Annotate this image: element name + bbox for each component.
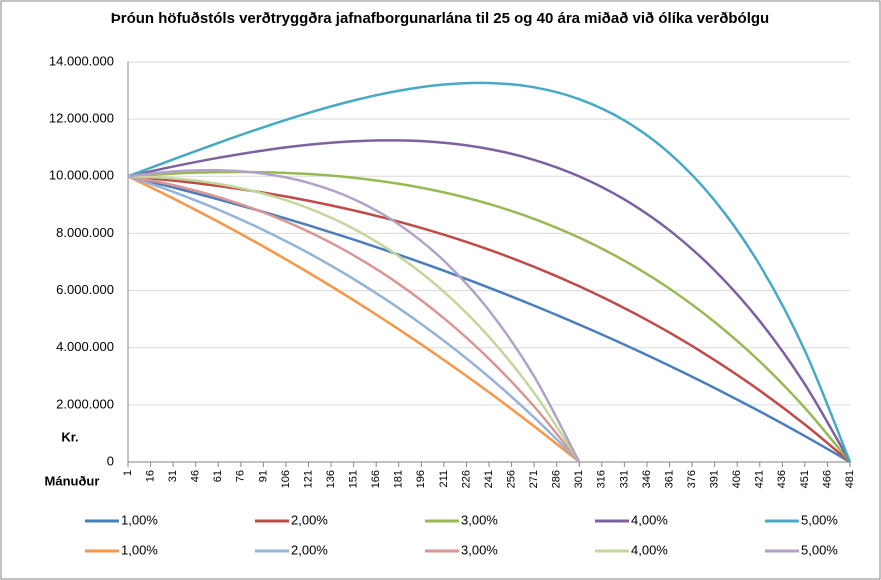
x-tick-label: 181: [393, 470, 405, 488]
x-tick-label: 256: [505, 470, 517, 488]
y-tick-label: 10.000.000: [49, 168, 114, 183]
x-tick-label: 271: [528, 470, 540, 488]
legend-label: 3,00%: [461, 542, 498, 557]
series-line: [127, 81, 852, 463]
x-tick-label: 76: [235, 470, 247, 482]
legend-label: 2,00%: [291, 542, 328, 557]
x-tick-label: 61: [212, 470, 224, 482]
x-tick-label: 466: [821, 470, 833, 488]
series-line: [127, 175, 581, 463]
y-tick-label: 2.000.000: [56, 396, 114, 411]
series-line: [127, 175, 581, 463]
x-tick-label: 391: [709, 470, 721, 488]
x-tick-label: 106: [280, 470, 292, 488]
y-tick-label: 0: [107, 453, 114, 468]
x-tick-label: 31: [167, 470, 179, 482]
x-tick-label: 46: [190, 470, 202, 482]
x-tick-label: 16: [144, 470, 156, 482]
y-tick-label: 6.000.000: [56, 282, 114, 297]
legend-label: 2,00%: [291, 512, 328, 527]
x-axis-label: Mánuður: [45, 473, 100, 488]
x-tick-label: 286: [551, 470, 563, 488]
y-tick-label: 14.000.000: [49, 53, 114, 68]
x-tick-label: 151: [348, 470, 360, 488]
x-tick-label: 241: [483, 470, 495, 488]
legend-label: 1,00%: [121, 512, 158, 527]
legend-label: 5,00%: [801, 542, 838, 557]
legend-label: 3,00%: [461, 512, 498, 527]
x-tick-label: 226: [460, 470, 472, 488]
x-tick-label: 1: [122, 470, 134, 476]
x-tick-label: 301: [573, 470, 585, 488]
x-tick-label: 166: [370, 470, 382, 488]
chart-title: Þróun höfuðstóls verðtryggðra jafnafborg…: [110, 10, 770, 27]
legend-label: 4,00%: [631, 512, 668, 527]
x-tick-label: 136: [325, 470, 337, 488]
series-line: [127, 168, 581, 463]
series-line: [127, 175, 581, 463]
x-tick-label: 331: [618, 470, 630, 488]
x-tick-label: 316: [596, 470, 608, 488]
x-tick-label: 406: [731, 470, 743, 488]
x-tick-label: 121: [302, 470, 314, 488]
x-tick-label: 91: [257, 470, 269, 482]
x-tick-label: 481: [844, 470, 856, 488]
x-tick-label: 361: [663, 470, 675, 488]
x-tick-label: 196: [415, 470, 427, 488]
y-axis-label: Kr.: [61, 429, 78, 444]
x-tick-label: 436: [776, 470, 788, 488]
x-tick-label: 346: [641, 470, 653, 488]
x-tick-label: 211: [438, 470, 450, 488]
series-line: [127, 139, 852, 463]
series-line: [127, 175, 581, 463]
y-tick-label: 4.000.000: [56, 339, 114, 354]
x-tick-label: 451: [799, 470, 811, 488]
y-tick-label: 8.000.000: [56, 225, 114, 240]
legend-label: 4,00%: [631, 542, 668, 557]
legend-label: 1,00%: [121, 542, 158, 557]
x-tick-label: 376: [686, 470, 698, 488]
x-tick-label: 421: [754, 470, 766, 488]
legend-label: 5,00%: [801, 512, 838, 527]
y-tick-label: 12.000.000: [49, 111, 114, 126]
